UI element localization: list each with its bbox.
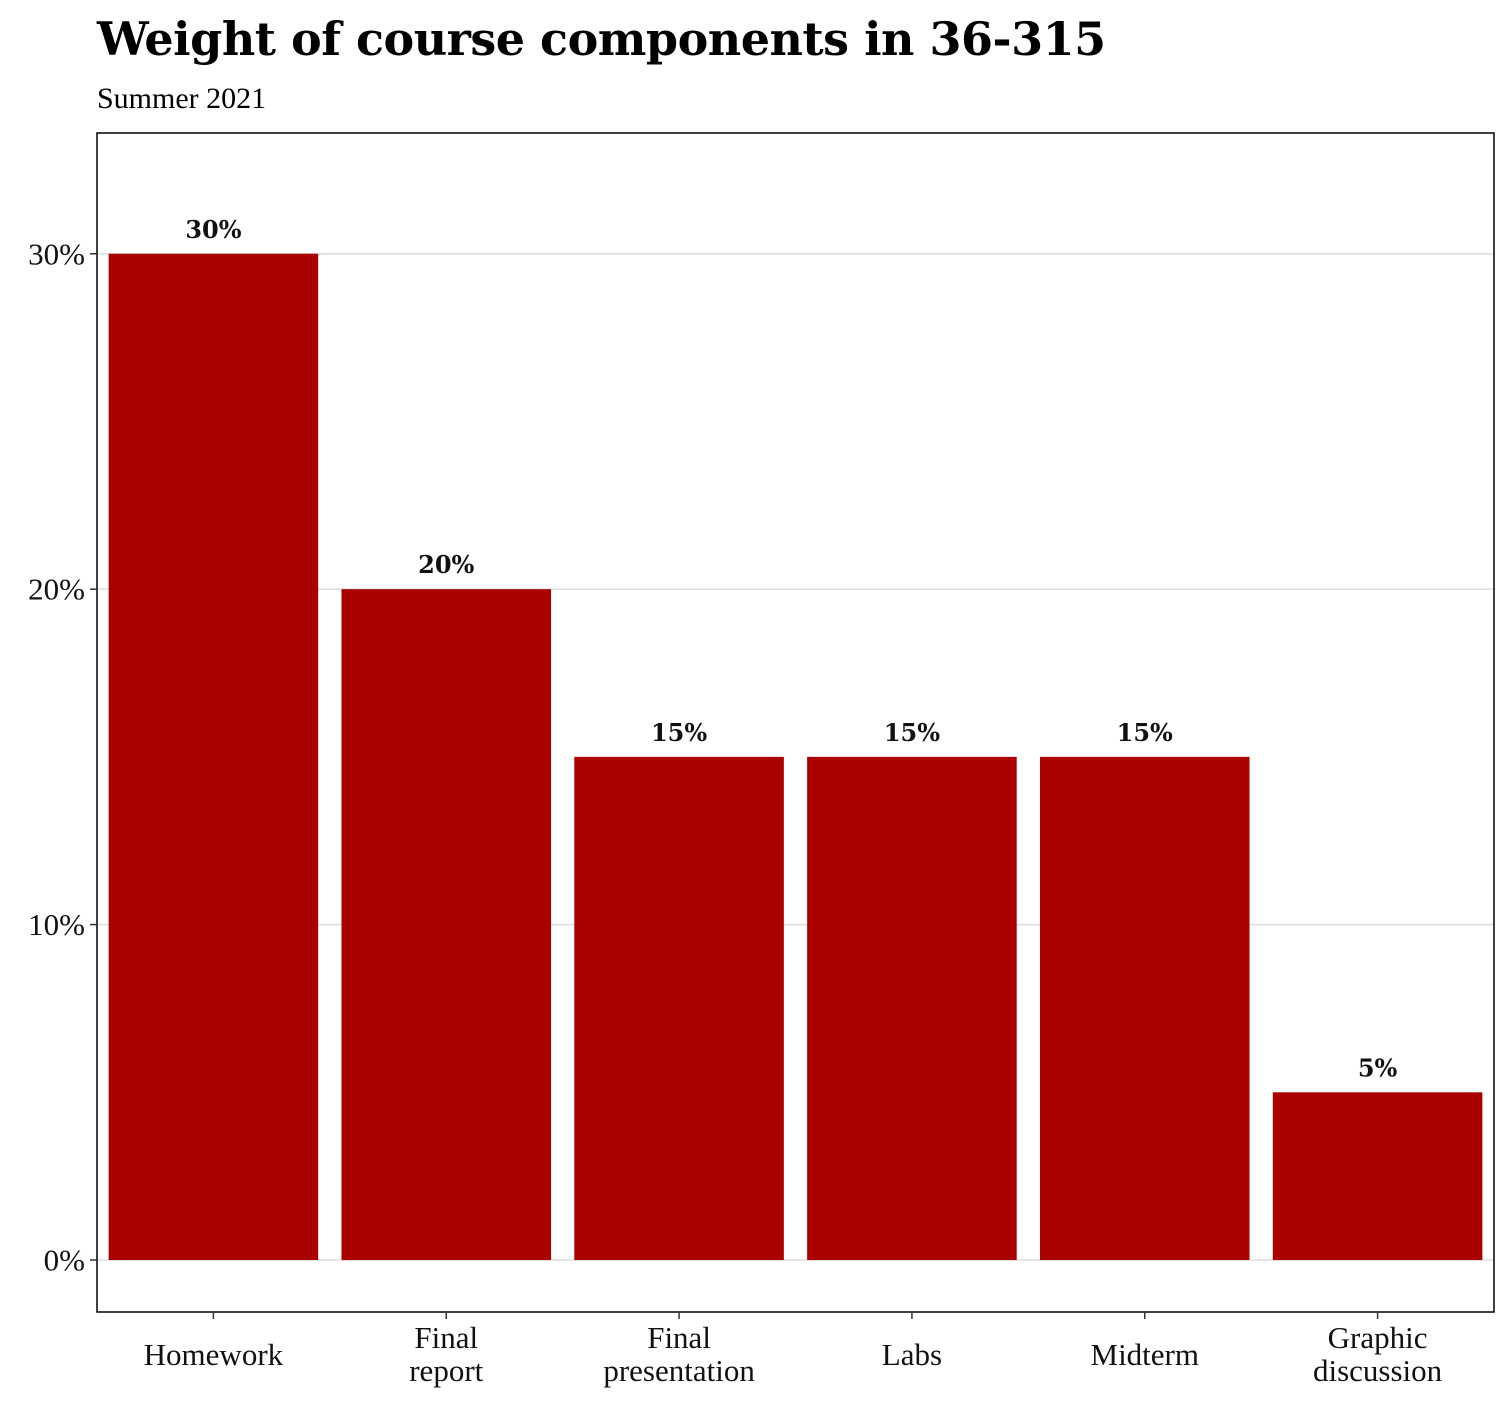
bar <box>1272 1092 1483 1261</box>
x-tick-label: Graphic discussion <box>1313 1320 1443 1388</box>
y-tick-label: 0% <box>44 1243 85 1278</box>
x-tick-label: Final presentation <box>603 1320 755 1388</box>
bar <box>108 253 319 1261</box>
bar-value-label: 20% <box>418 550 474 579</box>
bar <box>1039 756 1250 1261</box>
bar <box>807 756 1017 1261</box>
bar-value-label: 15% <box>884 718 940 747</box>
bars <box>108 253 1483 1261</box>
bar-value-label: 15% <box>651 718 707 747</box>
plot-panel-border <box>96 132 1495 1313</box>
x-tick-label: Final report <box>409 1320 483 1388</box>
bar <box>574 756 784 1261</box>
chart-subtitle: Summer 2021 <box>97 82 267 115</box>
bar-value-label: 5% <box>1358 1053 1398 1082</box>
bar-value-label: 15% <box>1117 718 1173 747</box>
data-labels: 30% 20% 15% 15% 15% 5% <box>185 215 1397 1083</box>
x-axis: Homework Final report Final presentation Labs… <box>144 1312 1443 1388</box>
x-tick-label: Labs <box>882 1337 942 1372</box>
y-tick-label: 20% <box>28 572 85 607</box>
bar-value-label: 30% <box>185 215 241 244</box>
y-tick-label: 10% <box>28 907 85 942</box>
y-axis: 0% 10% 20% 30% <box>28 236 97 1278</box>
bar <box>341 589 552 1261</box>
chart-title: Weight of course components in 36-315 <box>97 12 1106 66</box>
x-tick-label: Homework <box>144 1337 284 1372</box>
gridlines <box>97 253 1494 1261</box>
x-tick-label: Midterm <box>1091 1337 1200 1372</box>
y-tick-label: 30% <box>28 236 85 271</box>
